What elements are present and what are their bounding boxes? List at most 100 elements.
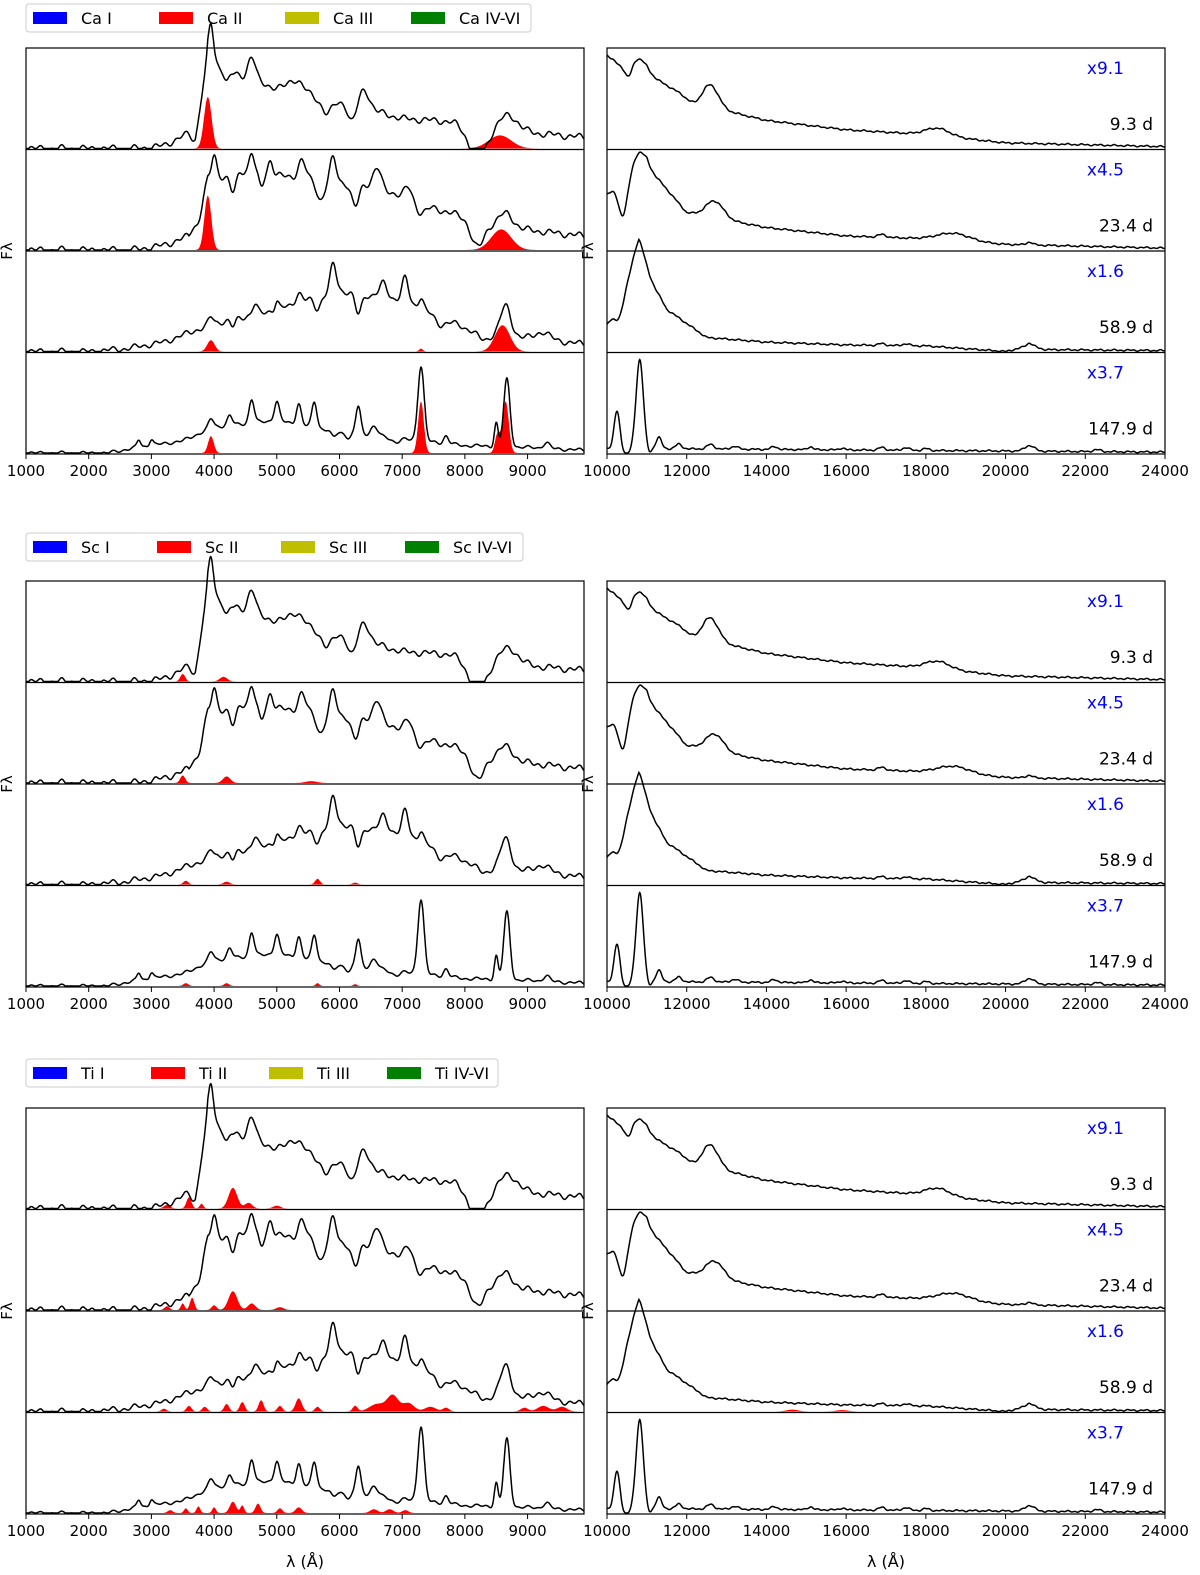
x-tick-label: 14000 [743,995,791,1013]
x-tick-label: 12000 [663,462,711,480]
ion-contribution-fill [26,195,584,250]
epoch-label: 58.9 d [1099,851,1153,871]
legend-box [25,1058,499,1088]
spectrum-line-optical [26,555,585,683]
right-axes-frame [606,1107,1166,1515]
ion-contribution-fill [26,401,584,453]
spectrum-line-ir [606,358,1166,454]
spectrum-line-ir [606,1418,1166,1514]
spectrum-line-optical [26,152,585,251]
scale-factor-label: x4.5 [1087,161,1124,181]
x-tick-label: 5000 [258,462,296,480]
epoch-label: 23.4 d [1099,750,1153,770]
x-tick-label: 7000 [383,462,421,480]
x-tick-label: 10000 [583,462,631,480]
x-tick-label: 1000 [7,1522,45,1540]
x-tick-label: 20000 [982,995,1030,1013]
x-tick-label: 24000 [1141,1522,1189,1540]
x-tick-label: 2000 [70,995,108,1013]
epoch-label: 58.9 d [1099,1378,1153,1398]
x-tick-label: 3000 [132,995,170,1013]
spectrum-line-ir [606,891,1166,987]
x-tick-label: 24000 [1141,995,1189,1013]
legend-swatch [285,12,319,24]
legend-box [25,532,524,562]
scale-factor-label: x4.5 [1087,694,1124,714]
ion-contribution-fill [26,97,584,149]
epoch-label: 9.3 d [1110,115,1153,135]
legend-label: Sc I [81,538,110,557]
x-tick-label: 16000 [822,1522,870,1540]
legend-label: Sc III [329,538,367,557]
x-tick-label: 3000 [132,1522,170,1540]
right-axes-frame [606,580,1166,988]
scale-factor-label: x4.5 [1087,1221,1124,1241]
spectrum-line-optical [26,1321,585,1413]
right-axes-frame [606,47,1166,455]
x-tick-label: 9000 [508,995,546,1013]
epoch-label: 147.9 d [1088,420,1153,440]
spectrum-line-optical [26,685,585,784]
x-tick-label: 6000 [320,1522,358,1540]
x-tick-label: 6000 [320,995,358,1013]
x-tick-label: 14000 [743,462,791,480]
epoch-label: 147.9 d [1088,1480,1153,1500]
x-tick-label: 4000 [195,462,233,480]
group-ti: Ti I Ti II Ti III Ti IV-VI x9.1 9.3 d x4.5 23.4… [0,1058,1189,1540]
spectrum-line-optical [26,22,585,150]
x-tick-label: 8000 [446,995,484,1013]
legend-swatch [157,541,191,553]
x-tick-label: 5000 [258,1522,296,1540]
x-tick-label: 7000 [383,1522,421,1540]
x-tick-label: 22000 [1061,1522,1109,1540]
epoch-label: 23.4 d [1099,217,1153,237]
x-tick-label: 16000 [822,462,870,480]
x-tick-label: 4000 [195,995,233,1013]
legend-swatch [151,1067,185,1079]
x-tick-label: 18000 [902,1522,950,1540]
scale-factor-label: x1.6 [1087,262,1124,282]
x-tick-label: 10000 [583,995,631,1013]
scale-factor-label: x9.1 [1087,1119,1124,1139]
group-sc: Sc I Sc II Sc III Sc IV-VI x9.1 9.3 d x4.5 23.4… [0,532,1189,1013]
spectrum-line-ir [606,151,1166,250]
legend-swatch [269,1067,303,1079]
x-axis-title: λ (Å) [286,1552,324,1571]
y-axis-label: Fλ [0,775,16,793]
spectrum-line-ir [606,587,1166,681]
legend-swatch [33,12,67,24]
x-tick-label: 12000 [663,1522,711,1540]
x-tick-label: 5000 [258,995,296,1013]
epoch-label: 58.9 d [1099,318,1153,338]
spectrum-line-optical [26,1212,585,1311]
legend-box [25,3,532,33]
left-axes-frame [25,47,585,455]
spectrum-line-optical [26,899,585,987]
ion-contribution-fill-ir [607,1409,1165,1412]
legend-label: Ca I [81,9,112,28]
spectrum-line-ir [606,1211,1166,1310]
left-axes-frame [25,580,585,988]
scale-factor-label: x1.6 [1087,1322,1124,1342]
ion-contribution-fill [26,1291,584,1310]
spectrum-line-ir [606,237,1166,353]
epoch-label: 147.9 d [1088,953,1153,973]
legend-swatch [33,1067,67,1079]
legend-label: Sc IV-VI [453,538,512,557]
spectrum-line-ir [606,54,1166,148]
x-tick-label: 22000 [1061,995,1109,1013]
y-axis-label: Fλ [579,242,597,260]
x-tick-label: 8000 [446,462,484,480]
spectrum-line-ir [606,1297,1166,1413]
legend-swatch [33,541,67,553]
legend-label: Ti III [316,1064,350,1083]
legend-swatch [405,541,439,553]
x-tick-label: 7000 [383,995,421,1013]
spectrum-line-ir [606,770,1166,886]
legend-label: Ti IV-VI [434,1064,489,1083]
legend-label: Sc II [205,538,238,557]
x-tick-label: 24000 [1141,462,1189,480]
x-tick-label: 6000 [320,462,358,480]
legend-swatch [411,12,445,24]
